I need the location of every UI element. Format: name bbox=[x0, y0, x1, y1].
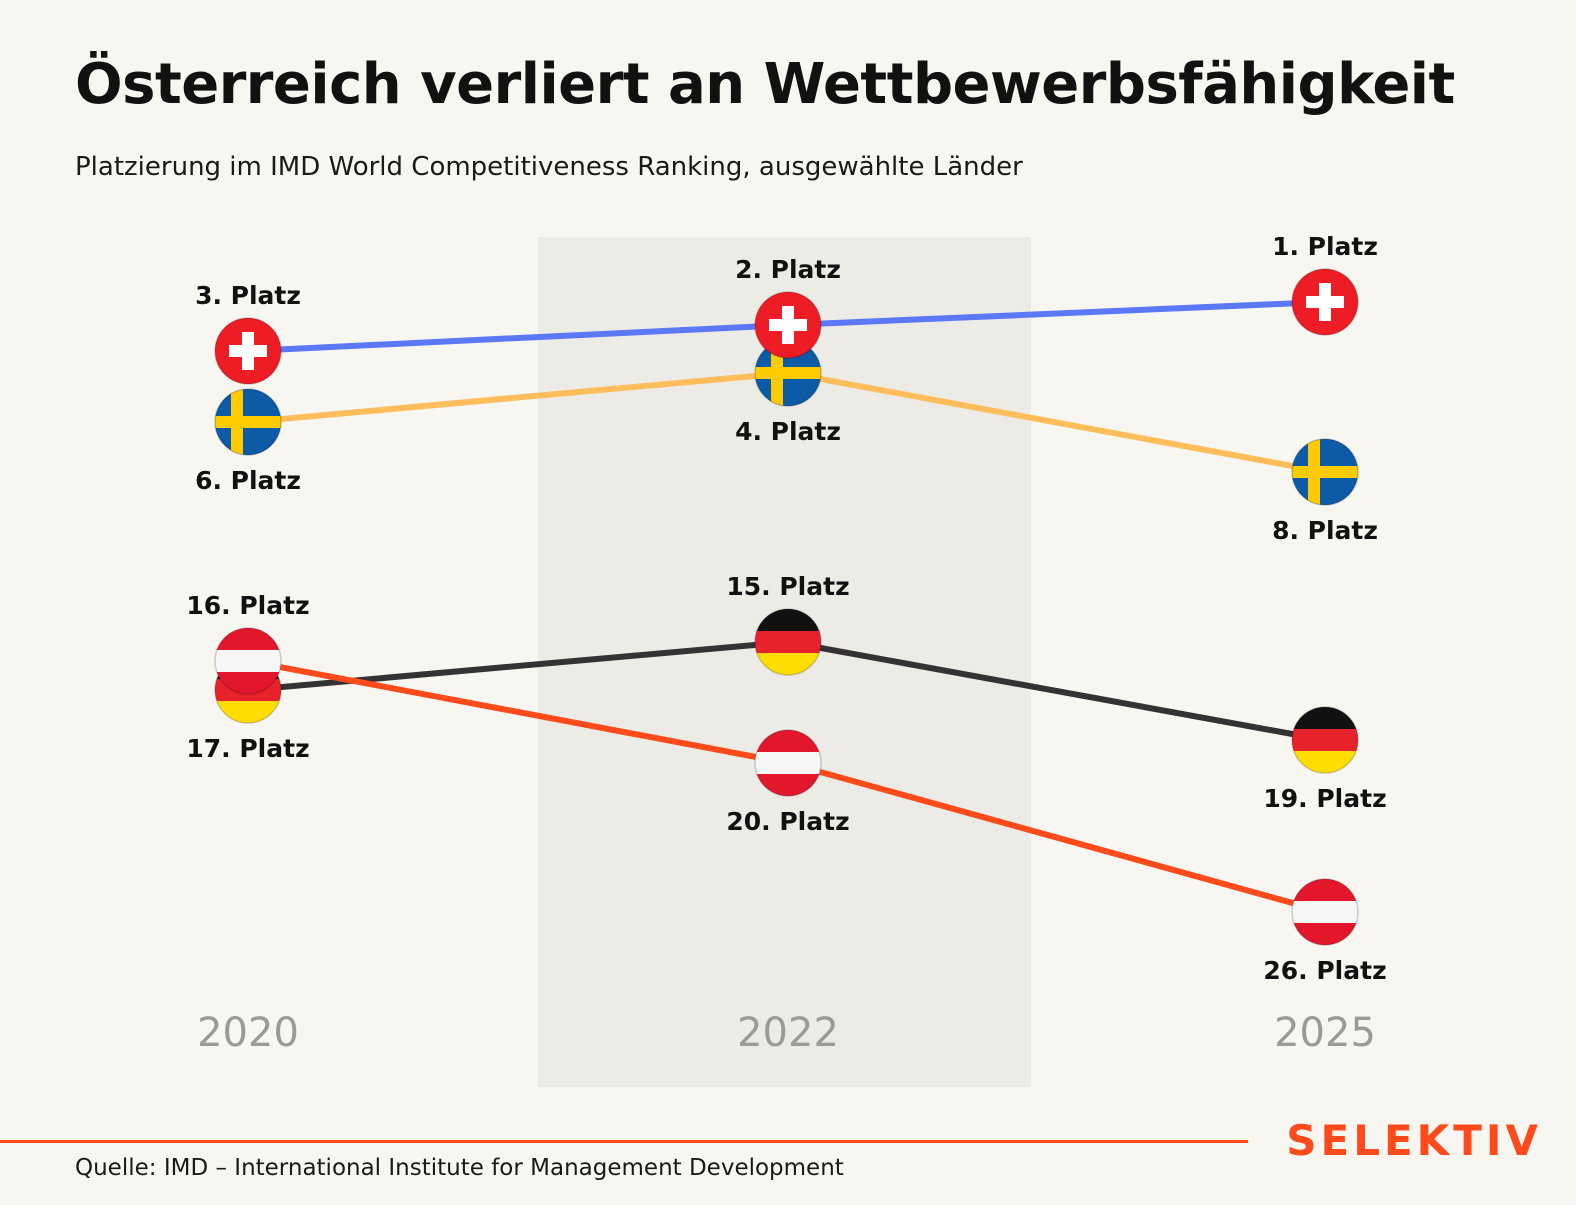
switzerland-flag-marker bbox=[754, 291, 822, 359]
brand-logo: SELEKTIV bbox=[1286, 1116, 1542, 1165]
chart-title: Österreich verliert an Wettbewerbsfähigk… bbox=[75, 52, 1455, 117]
austria-flag-marker bbox=[1291, 878, 1359, 946]
sweden-flag-marker bbox=[1291, 438, 1359, 506]
austria-flag-marker bbox=[754, 729, 822, 797]
germany-flag-marker bbox=[754, 608, 822, 676]
switzerland-flag-marker bbox=[214, 317, 282, 385]
chart-subtitle: Platzierung im IMD World Competitiveness… bbox=[75, 152, 1023, 182]
x-tick-label: 2020 bbox=[197, 1010, 299, 1056]
x-axis-labels: 2020 2022 2025 bbox=[197, 1010, 1376, 1056]
point-label: 2. Platz bbox=[735, 255, 841, 284]
point-label: 17. Platz bbox=[186, 734, 309, 763]
point-label: 3. Platz bbox=[195, 281, 301, 310]
footer-divider bbox=[0, 1140, 1248, 1143]
point-label: 16. Platz bbox=[186, 591, 309, 620]
source-note: Quelle: IMD – International Institute fo… bbox=[75, 1155, 844, 1181]
austria-flag-marker bbox=[214, 627, 282, 695]
point-label: 15. Platz bbox=[726, 572, 849, 601]
point-label: 26. Platz bbox=[1263, 956, 1386, 985]
point-label: 19. Platz bbox=[1263, 784, 1386, 813]
switzerland-flag-marker bbox=[1291, 268, 1359, 336]
germany-flag-marker bbox=[1291, 706, 1359, 774]
point-label: 20. Platz bbox=[726, 807, 849, 836]
x-tick-label: 2022 bbox=[737, 1010, 839, 1056]
point-label: 1. Platz bbox=[1272, 232, 1378, 261]
sweden-flag-marker bbox=[214, 388, 282, 456]
series-flags bbox=[214, 268, 1359, 946]
point-labels: 3. Platz 2. Platz 1. Platz 6. Platz 4. Platz… bbox=[186, 232, 1386, 985]
point-label: 4. Platz bbox=[735, 417, 841, 446]
x-tick-label: 2025 bbox=[1274, 1010, 1376, 1056]
point-label: 6. Platz bbox=[195, 466, 301, 495]
point-label: 8. Platz bbox=[1272, 516, 1378, 545]
